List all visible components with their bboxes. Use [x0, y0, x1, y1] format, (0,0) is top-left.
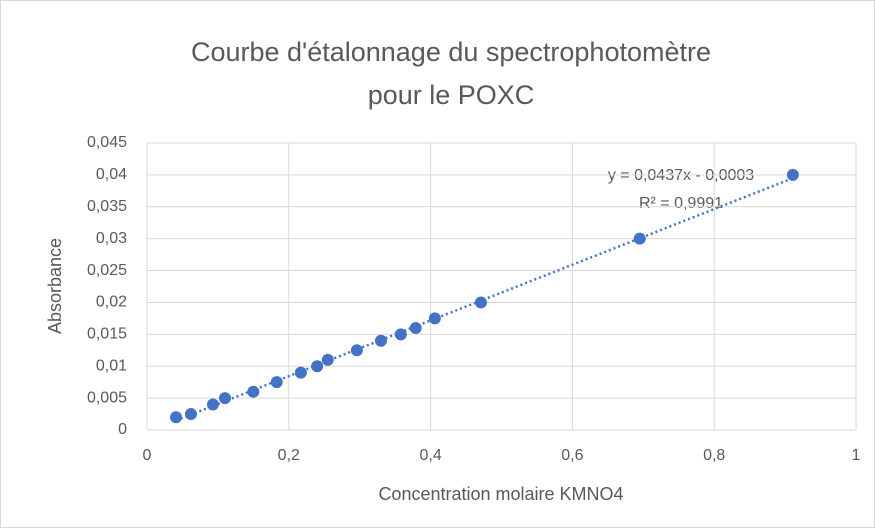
data-point: [350, 344, 363, 357]
trendline-equation: y = 0,0437x - 0,0003: [608, 167, 754, 184]
data-point: [394, 328, 407, 341]
y-axis-label: Absorbance: [45, 238, 65, 334]
data-point: [311, 360, 324, 373]
y-tick-label: 0,01: [96, 357, 127, 374]
y-tick-label: 0,015: [87, 326, 127, 343]
y-tick-label: 0,005: [87, 389, 127, 406]
data-point: [206, 398, 219, 411]
y-tick-label: 0,045: [87, 134, 127, 151]
data-point: [294, 366, 307, 379]
x-tick-label: 0,2: [278, 447, 300, 464]
x-tick-label: 0: [143, 447, 152, 464]
trendline-r2: R² = 0,9991: [639, 195, 723, 212]
data-point: [374, 334, 387, 347]
data-point: [409, 321, 422, 334]
data-point: [633, 232, 646, 245]
data-point: [786, 168, 799, 181]
chart-title: Courbe d'étalonnage du spectrophotomètre…: [190, 37, 711, 110]
data-point: [247, 385, 260, 398]
y-tick-label: 0,035: [87, 198, 127, 215]
x-tick-label: 0,6: [561, 447, 583, 464]
y-tick-label: 0,04: [96, 166, 127, 183]
y-tick-label: 0,025: [87, 262, 127, 279]
data-point: [474, 296, 487, 309]
data-point: [184, 408, 197, 421]
data-point: [428, 312, 441, 325]
x-tick-label: 0,8: [703, 447, 725, 464]
data-point: [218, 392, 231, 405]
x-tick-label: 1: [852, 447, 861, 464]
y-tick-label: 0: [118, 421, 127, 438]
data-point: [270, 376, 283, 389]
data-point: [321, 353, 334, 366]
x-axis-label: Concentration molaire KMNO4: [378, 484, 623, 504]
y-tick-label: 0,02: [96, 294, 127, 311]
x-tick-label: 0,4: [419, 447, 441, 464]
y-tick-label: 0,03: [96, 230, 127, 247]
data-point: [170, 411, 183, 424]
